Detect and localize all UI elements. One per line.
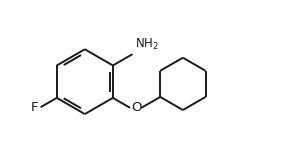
Text: F: F [31, 101, 39, 114]
Text: O: O [131, 101, 142, 114]
Text: NH$_2$: NH$_2$ [135, 37, 159, 52]
